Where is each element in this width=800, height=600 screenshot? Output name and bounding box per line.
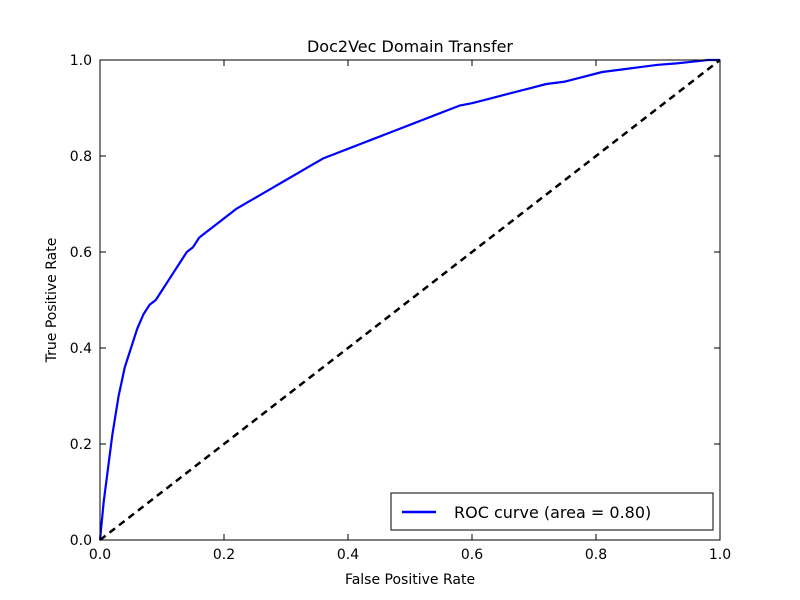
y-tick-label: 0.0: [70, 533, 92, 549]
x-tick-label: 0.0: [89, 547, 111, 563]
y-tick-label: 0.4: [70, 341, 92, 357]
y-tick-label: 0.2: [70, 437, 92, 453]
y-axis-label: True Positive Rate: [44, 238, 60, 364]
chart-title: Doc2Vec Domain Transfer: [307, 37, 513, 56]
x-tick-label: 0.2: [213, 547, 235, 563]
tick-layer: 0.0 0.2 0.4 0.6 0.8 1.0 0.0 0.2 0.4 0.6 0.8 1.0: [70, 53, 731, 563]
y-tick-label: 0.8: [70, 149, 92, 165]
x-tick-label: 0.4: [337, 547, 359, 563]
legend: ROC curve (area = 0.80): [390, 492, 714, 531]
y-tick-label: 1.0: [70, 53, 92, 69]
legend-box: [390, 492, 714, 531]
x-tick-label: 0.8: [585, 547, 607, 563]
series-layer: [98, 58, 721, 541]
x-axis-label: False Positive Rate: [345, 572, 475, 588]
legend-entry: ROC curve (area = 0.80): [454, 503, 651, 522]
roc-curve-line: [98, 58, 720, 541]
chance-diagonal-line: [99, 59, 721, 541]
plot-frame: [99, 59, 721, 541]
x-tick-label: 0.6: [461, 547, 483, 563]
y-tick-label: 0.6: [70, 245, 92, 261]
x-tick-label: 1.0: [709, 547, 731, 563]
